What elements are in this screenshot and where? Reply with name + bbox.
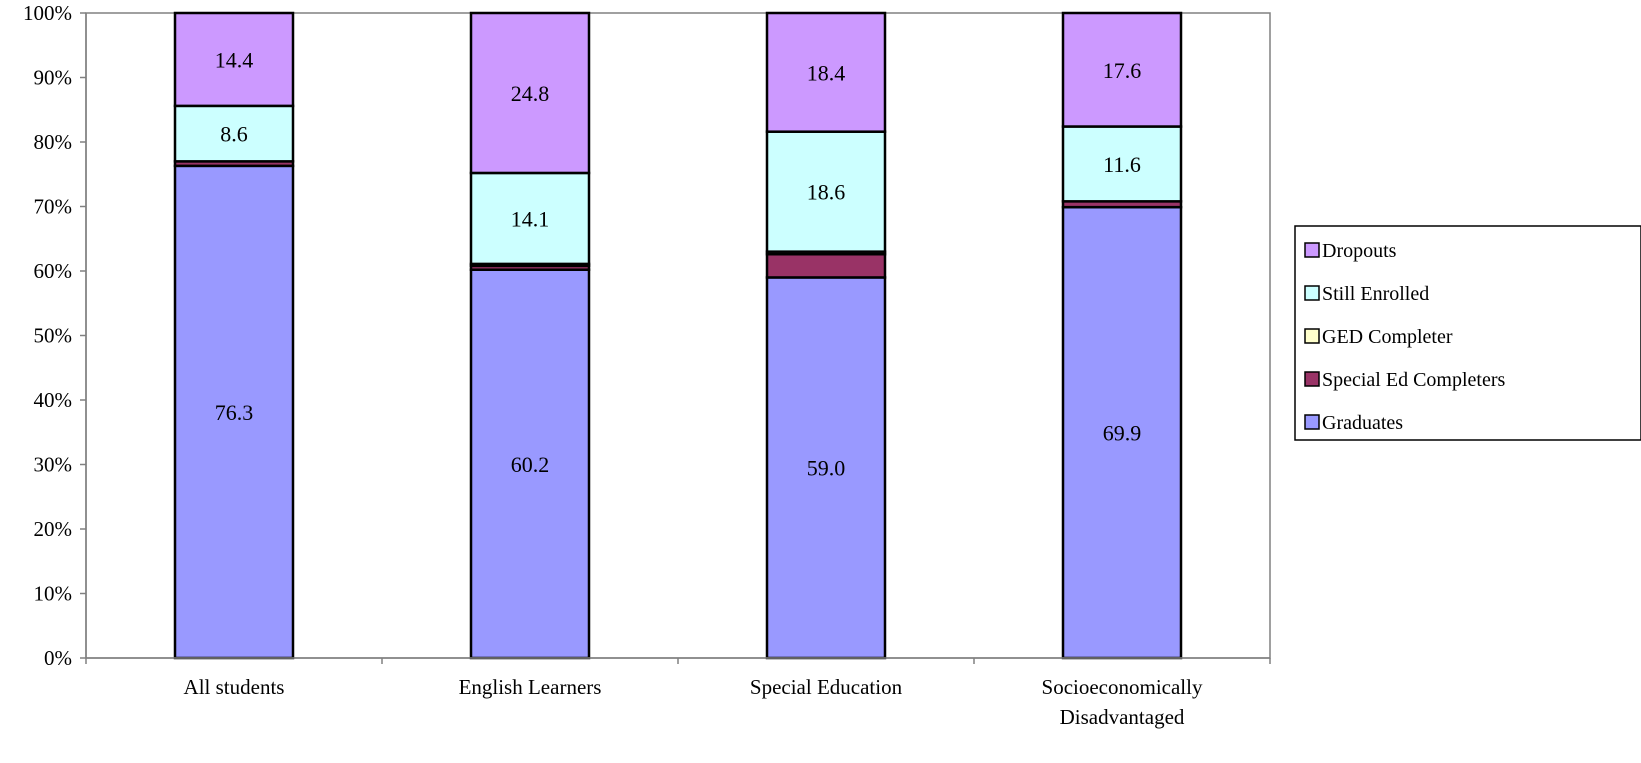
legend-box	[1294, 225, 1641, 441]
y-tick-label: 0%	[44, 646, 72, 670]
legend-label: Graduates	[1322, 412, 1403, 434]
y-tick-label: 20%	[34, 517, 73, 541]
data-label: 14.4	[215, 47, 254, 72]
y-tick-label: 70%	[34, 195, 73, 219]
data-label: 18.4	[807, 60, 846, 85]
bar-segment-dropouts	[469, 11, 591, 175]
bar-segment-graduates	[765, 276, 887, 660]
legend-label: GED Completer	[1322, 326, 1453, 348]
legend-swatch	[1304, 285, 1320, 301]
x-category-label: Special Education	[750, 675, 903, 699]
legend-swatch	[1304, 414, 1320, 430]
data-label: 11.6	[1103, 152, 1141, 177]
bar-segment-dropouts	[173, 11, 295, 108]
legend: Dropouts Still Enrolled GED Completer Speci…	[1294, 225, 1641, 441]
y-tick-label: 100%	[23, 1, 72, 25]
bar-segment-graduates	[1061, 205, 1183, 660]
x-axis: All students English Learners Special Educ…	[85, 657, 1271, 729]
legend-label: Still Enrolled	[1322, 283, 1429, 305]
bar-segment-still-enrolled	[1061, 125, 1183, 203]
data-labels-layer: 76.3 8.6 14.4 60.2 14.1 24.8 59.0 18.6 18.4 69.9 1…	[215, 47, 1142, 480]
y-tick-label: 30%	[34, 453, 73, 477]
y-tick-label: 50%	[34, 324, 73, 348]
y-tick-label: 90%	[34, 66, 73, 90]
data-label: 60.2	[511, 452, 550, 477]
data-label: 17.6	[1103, 58, 1142, 83]
data-label: 69.9	[1103, 421, 1142, 446]
y-tick-label: 10%	[34, 582, 73, 606]
y-axis: 0% 10% 20% 30% 40% 50% 60% 70% 80% 90% 100%	[23, 1, 87, 670]
bar-segment-dropouts	[1061, 11, 1183, 128]
data-label: 8.6	[220, 122, 248, 147]
bar-segment-graduates	[173, 164, 295, 660]
bar-segment-still-enrolled	[173, 104, 295, 163]
legend-label: Special Ed Completers	[1322, 369, 1506, 391]
bar-segment-dropouts	[765, 11, 887, 133]
legend-swatch	[1304, 242, 1320, 258]
data-label: 24.8	[511, 81, 550, 106]
bar-segment-special-ed-completers	[765, 252, 887, 279]
legend-label: Dropouts	[1322, 240, 1397, 262]
x-category-label: All students	[184, 675, 285, 699]
y-tick-label: 60%	[34, 259, 73, 283]
legend-swatch	[1304, 371, 1320, 387]
legend-swatch	[1304, 328, 1320, 344]
bars-layer	[173, 11, 1183, 660]
y-tick-label: 80%	[34, 130, 73, 154]
x-category-label: Socioeconomically Disadvantaged	[1042, 675, 1203, 729]
bar-segment-still-enrolled	[765, 130, 887, 253]
data-label: 18.6	[807, 180, 846, 205]
data-label: 59.0	[807, 456, 846, 481]
x-category-label: English Learners	[459, 675, 602, 699]
y-tick-label: 40%	[34, 388, 73, 412]
data-label: 76.3	[215, 400, 254, 425]
data-label: 14.1	[511, 206, 550, 231]
